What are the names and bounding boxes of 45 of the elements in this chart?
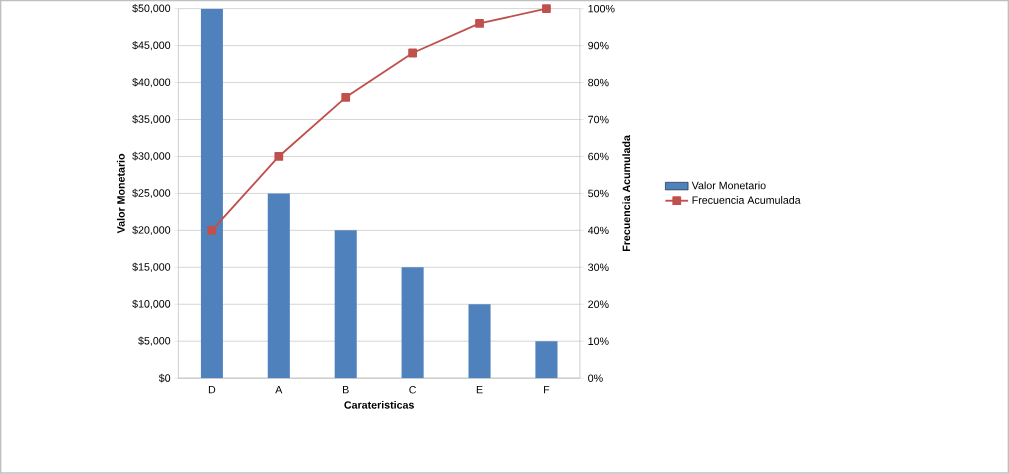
y2-tick-label: 20% [588,300,609,309]
legend-label: Valor Monetario [691,181,766,190]
y-tick-label: $50,000 [132,4,171,14]
y2-axis-title: Frecuencia Acumulada [622,135,631,252]
bar [200,8,223,379]
y2-tick-label: 30% [588,263,609,272]
y-tick-label: $30,000 [132,151,171,162]
y-tick-label: $5,000 [138,336,171,346]
x-tick-label: C [409,386,417,394]
x-axis-title: Carateristicas [344,401,414,409]
y-tick-label: $25,000 [132,188,171,199]
y2-tick-label: 40% [587,226,609,235]
x-tick-label: A [275,386,283,394]
y-tick-label: $40,000 [132,78,171,88]
point [207,226,217,235]
y2-tick-label: 80% [588,78,609,87]
y-tick-label: $10,000 [132,299,171,310]
y2-tick-label: 100% [588,5,615,13]
point [408,48,418,58]
x-tick-label: E [476,386,483,394]
legend-label: Frecuencia Acumulada [692,196,801,205]
x-tick-label: D [208,386,216,394]
bar [267,193,290,379]
point [475,19,484,28]
y2-tick-label: 50% [588,189,609,198]
bar [401,267,424,379]
point [341,93,351,102]
y-tick-label: $15,000 [132,262,171,273]
bar [535,341,558,379]
y2-tick-label: 90% [588,41,609,50]
y2-tick-label: 60% [588,152,609,161]
y-axis-title: Valor Monetario [116,154,125,234]
point [542,4,551,14]
y-tick-label: $35,000 [132,115,171,125]
y-tick-label: $0 [158,373,171,383]
x-tick-label: F [544,386,550,394]
y2-tick-label: 70% [588,115,609,124]
bar [334,230,357,379]
y-tick-label: $45,000 [132,41,171,51]
bar [468,304,491,379]
point [274,152,284,161]
y2-tick-label: 10% [588,337,609,346]
x-tick-label: B [343,386,349,394]
y2-tick-label: 0% [588,374,603,383]
y-tick-label: $20,000 [132,225,171,236]
